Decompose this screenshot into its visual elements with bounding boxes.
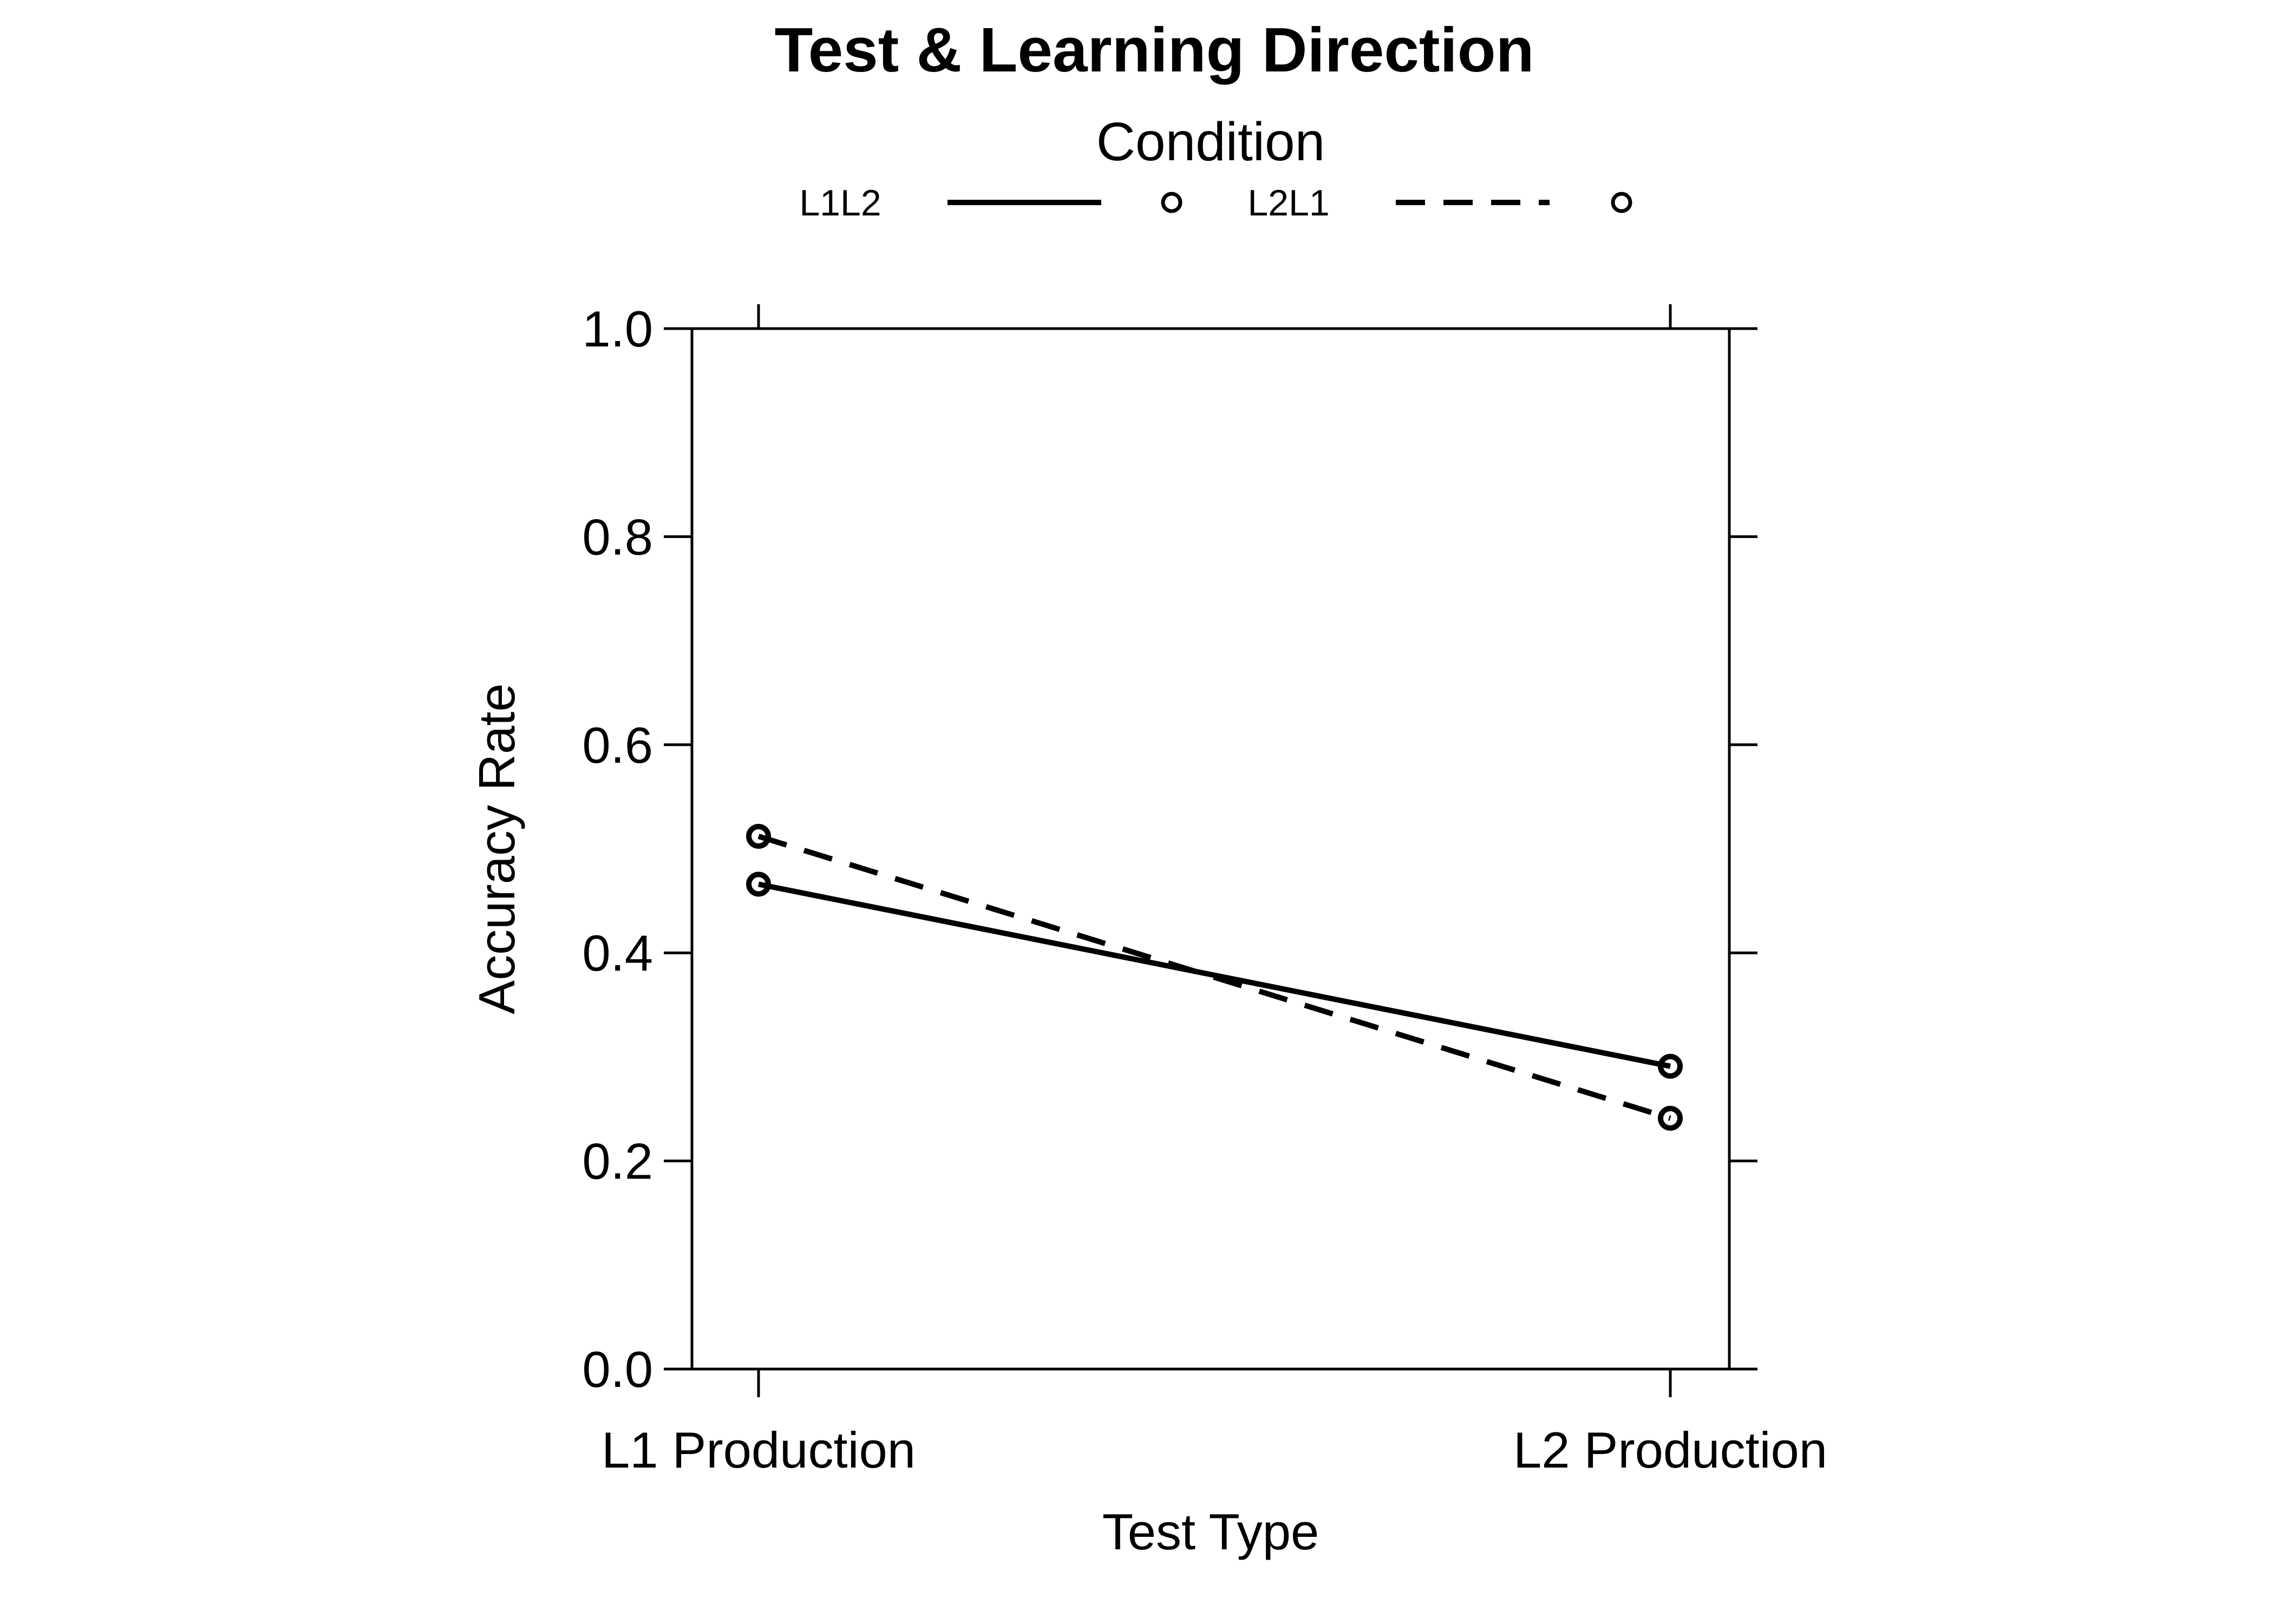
legend-label-l2l1: L2L1 [1247,182,1329,224]
chart-title: Test & Learning Direction [775,15,1534,85]
y-tick-label: 1.0 [582,300,653,357]
x-tick-label: L1 Production [602,1422,916,1478]
axis-ticks: 0.0 0.2 0.4 0.6 0.8 1.0 L1 Production L2 Produc… [582,300,1827,1478]
data-point-l1l2 [746,872,771,897]
y-tick-label: 0.0 [582,1341,653,1398]
legend-marker-l1l2 [1161,192,1182,213]
plot-area-frame [690,327,1731,1371]
y-tick-label: 0.2 [582,1133,653,1190]
legend-title: Condition [1096,112,1325,172]
x-tick-label: L2 Production [1513,1422,1827,1478]
legend-marker-l2l1 [1611,192,1632,213]
legend: L1L2 L2L1 [799,182,1632,224]
y-tick-label: 0.6 [582,717,653,774]
y-tick-label: 0.8 [582,508,653,565]
series-layer [746,823,1683,1131]
y-tick-label: 0.4 [582,925,653,981]
data-point-l2l1 [746,823,771,849]
series-line-l2l1 [757,834,1671,1121]
data-point-l1l2 [1658,1053,1683,1079]
x-axis-label: Test Type [1102,1503,1319,1560]
data-point-l2l1 [1658,1105,1683,1131]
y-axis-label: Accuracy Rate [468,683,525,1014]
legend-label-l1l2: L1L2 [799,182,881,224]
